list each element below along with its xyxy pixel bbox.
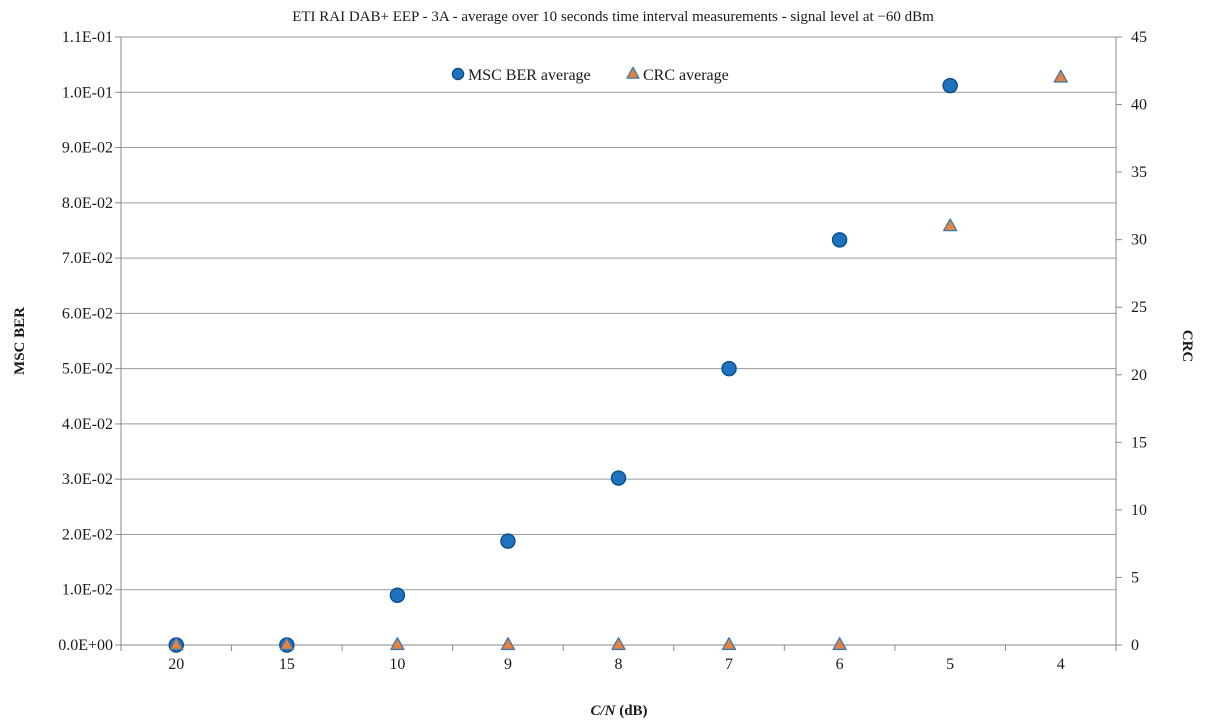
y-tick-label: 2.0E-02	[62, 526, 113, 543]
crc-point	[832, 637, 847, 651]
x-tick-label: 4	[1057, 656, 1065, 673]
y-tick-label: 6.0E-02	[62, 305, 113, 322]
y2-tick-label: 5	[1131, 569, 1139, 586]
y2-tick-label: 10	[1131, 502, 1147, 519]
x-tick-label: 8	[615, 656, 623, 673]
y-tick-label: 7.0E-02	[62, 250, 113, 267]
y-tick-label: 3.0E-02	[62, 471, 113, 488]
data-points	[168, 69, 1068, 653]
y2-tick-label: 30	[1131, 232, 1147, 249]
x-tick-label: 20	[168, 656, 184, 673]
y2-tick-label: 0	[1131, 637, 1139, 654]
legend-label-crc: CRC average	[643, 67, 729, 84]
msc-ber-point	[500, 533, 516, 549]
y-tick-label: 1.1E-01	[62, 29, 113, 46]
y2-tick-label: 35	[1131, 164, 1147, 181]
y-tick-label: 0.0E+00	[58, 637, 113, 654]
crc-point	[943, 218, 958, 232]
y-tick-label: 8.0E-02	[62, 195, 113, 212]
crc-point	[279, 637, 294, 651]
crc-point	[500, 637, 516, 651]
x-tick-label: 9	[504, 656, 512, 673]
crc-point	[1053, 69, 1068, 83]
msc-ber-point	[610, 470, 627, 486]
legend-triangle-marker	[626, 66, 640, 79]
y2-tick-label: 20	[1131, 367, 1147, 384]
x-axis-tick-labels: 20 15 10 9 8 7 6 5 4	[168, 656, 1064, 673]
x-axis-title: C/N (dB)	[590, 703, 647, 719]
y-axis-title: MSC BER	[12, 307, 28, 375]
y2-tick-label: 25	[1131, 299, 1147, 316]
x-axis-title-italic: C/N	[590, 703, 616, 719]
y2-axis-tick-labels: 0 5 10 15 20 25 30 35 40 45	[1131, 29, 1147, 654]
msc-ber-point	[721, 360, 737, 377]
y-tick-label: 1.0E-01	[62, 84, 113, 101]
crc-point	[169, 637, 184, 651]
legend-label-msc-ber: MSC BER average	[468, 67, 591, 84]
y2-tick-label: 40	[1131, 97, 1147, 114]
y-axis-tick-labels: 0.0E+00 1.0E-02 2.0E-02 3.0E-02 4.0E-02 5.0E-…	[58, 29, 113, 654]
x-tick-label: 10	[389, 656, 405, 673]
crc-point	[611, 637, 626, 651]
y-tick-label: 1.0E-02	[62, 582, 113, 599]
msc-ber-point	[942, 77, 958, 94]
x-axis-title-unit: (dB)	[615, 703, 647, 719]
y-tick-label: 4.0E-02	[62, 416, 113, 433]
crc-point	[390, 637, 405, 651]
x-tick-label: 15	[279, 656, 295, 673]
y-tick-label: 9.0E-02	[62, 140, 113, 157]
x-tick-label: 7	[725, 656, 733, 673]
legend-circle-marker	[451, 67, 465, 81]
msc-ber-point	[389, 587, 406, 604]
gridlines	[121, 36, 1116, 591]
legend: MSC BER average CRC average	[451, 66, 729, 84]
crc-point	[721, 637, 737, 651]
axes	[115, 36, 1122, 651]
y2-tick-label: 15	[1131, 434, 1147, 451]
chart-title: ETI RAI DAB+ EEP - 3A - average over 10 …	[292, 9, 934, 25]
y2-axis-title: CRC	[1179, 330, 1195, 363]
msc-ber-point	[831, 232, 848, 248]
y2-tick-label: 45	[1131, 29, 1147, 46]
x-tick-label: 5	[946, 656, 954, 673]
y-tick-label: 5.0E-02	[62, 361, 113, 378]
x-tick-label: 6	[836, 656, 844, 673]
